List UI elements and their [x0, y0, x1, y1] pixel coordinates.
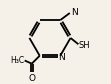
Text: O: O	[28, 74, 35, 83]
Text: SH: SH	[79, 41, 90, 50]
Text: N: N	[58, 53, 65, 62]
Text: N: N	[71, 8, 78, 17]
Text: H₃C: H₃C	[10, 56, 24, 65]
